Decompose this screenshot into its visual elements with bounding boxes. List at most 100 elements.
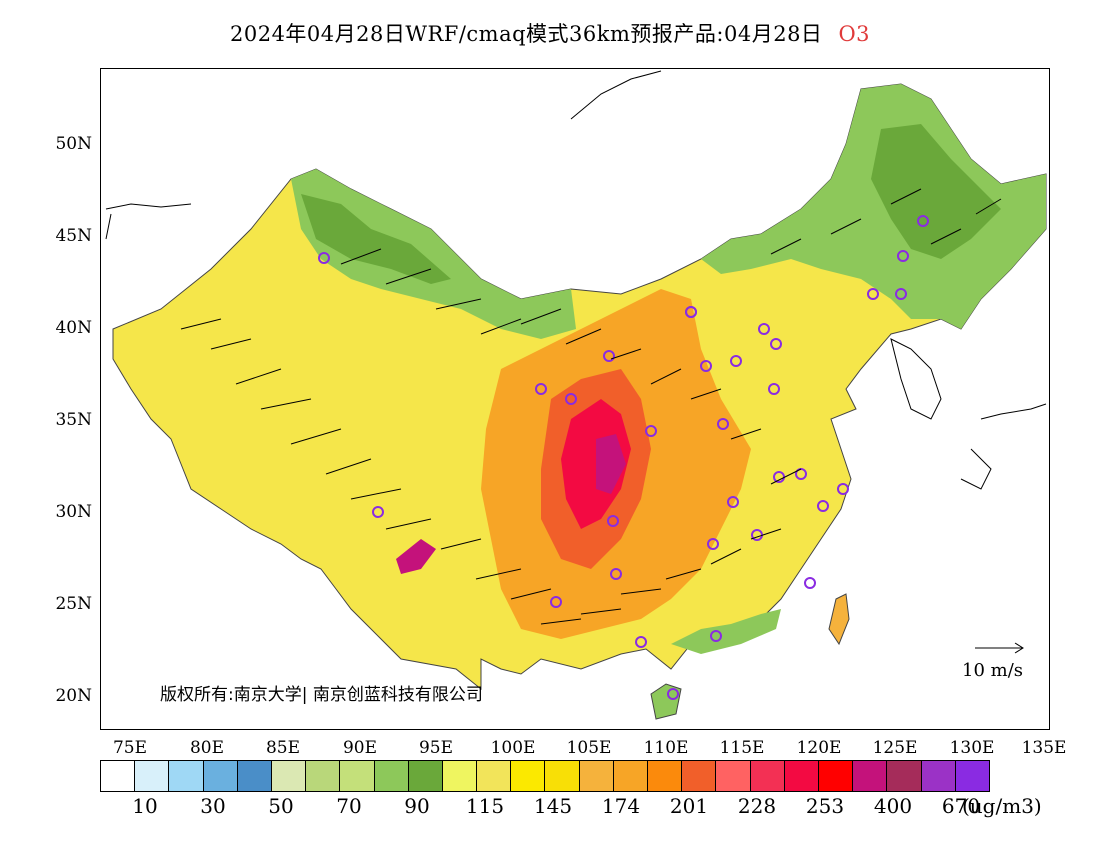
station-marker (372, 506, 384, 518)
lon-label: 85E (265, 738, 301, 758)
lon-label: 120E (796, 738, 842, 758)
color-scale-cell (203, 761, 238, 791)
color-scale-cell (101, 761, 136, 791)
color-scale-cell (887, 761, 922, 791)
map-title: 2024年04月28日WRF/cmaq模式36km预报产品:04月28日 O3 (0, 18, 1100, 48)
scale-tick-label: 201 (669, 794, 709, 818)
station-marker (758, 323, 770, 335)
northeast-low-region (701, 84, 1046, 329)
color-scale-cell (682, 761, 717, 791)
color-scale-cell (648, 761, 683, 791)
color-scale-cell (545, 761, 580, 791)
scale-tick-label: 228 (737, 794, 777, 818)
title-text: 2024年04月28日WRF/cmaq模式36km预报产品:04月28日 (229, 22, 823, 46)
station-marker (837, 483, 849, 495)
lon-label: 115E (719, 738, 765, 758)
lat-label: 50N (55, 134, 92, 154)
lon-label: 95E (418, 738, 454, 758)
station-marker (727, 496, 739, 508)
scale-tick-label: 400 (873, 794, 913, 818)
russia-lake-coastline (570, 70, 662, 120)
lat-label: 35N (55, 410, 92, 430)
station-marker (550, 596, 562, 608)
color-scale-cell (169, 761, 204, 791)
northwest-low-region (291, 169, 576, 339)
sichuan-extreme-region (596, 434, 626, 494)
color-scale-cell (408, 761, 443, 791)
lon-label: 75E (112, 738, 148, 758)
scale-tick-label: 50 (268, 794, 294, 818)
color-scale-cell (716, 761, 751, 791)
station-marker (770, 338, 782, 350)
station-marker (867, 288, 879, 300)
south-coast-low-region (671, 609, 781, 654)
lon-label: 130E (949, 738, 995, 758)
station-marker (897, 250, 909, 262)
lon-label: 110E (643, 738, 689, 758)
station-marker (318, 252, 330, 264)
scale-tick-label: 670 (941, 794, 981, 818)
lon-label: 105E (566, 738, 612, 758)
color-scale-cell (374, 761, 409, 791)
lon-label: 90E (342, 738, 378, 758)
color-scale-cell (955, 761, 989, 791)
scale-tick-label: 90 (404, 794, 430, 818)
station-marker (535, 383, 547, 395)
color-scale-cell (613, 761, 648, 791)
lon-label: 100E (490, 738, 536, 758)
northeast-lower-region (871, 124, 1001, 259)
color-scale-cell (511, 761, 546, 791)
station-marker (645, 425, 657, 437)
scale-tick-label: 145 (533, 794, 573, 818)
scale-tick-label: 115 (465, 794, 505, 818)
color-scale-cell (237, 761, 272, 791)
station-marker (895, 288, 907, 300)
station-marker (917, 215, 929, 227)
station-marker (667, 688, 679, 700)
wind-reference-arrow (975, 642, 1024, 654)
taiwan-island (828, 593, 850, 646)
lon-label: 125E (872, 738, 918, 758)
wind-vectors (180, 188, 1002, 625)
color-scale-cell (784, 761, 819, 791)
scale-tick-label: 10 (132, 794, 158, 818)
species-label: O3 (838, 22, 871, 46)
color-scale-cell (340, 761, 375, 791)
japan-coastline (960, 403, 1047, 490)
color-scale-cell (921, 761, 956, 791)
color-scale-cell (306, 761, 341, 791)
lake-coastline (105, 203, 192, 240)
korea-coastline (890, 338, 942, 420)
color-scale-cell (271, 761, 307, 791)
color-scale-cell (750, 761, 785, 791)
northwest-lower-region (301, 194, 451, 284)
color-scale-cell (135, 761, 170, 791)
station-marker (635, 636, 647, 648)
station-marker (730, 355, 742, 367)
wind-reference-label: 10 m/s (962, 660, 1023, 681)
color-scale-cell (853, 761, 888, 791)
lat-label: 45N (55, 226, 92, 246)
station-marker (610, 568, 622, 580)
lat-label: 30N (55, 502, 92, 522)
color-scale-cell (818, 761, 854, 791)
station-marker (710, 630, 722, 642)
color-scale-cell (442, 761, 478, 791)
ozone-map (105, 70, 1047, 720)
copyright-text: 版权所有:南京大学| 南京创蓝科技有限公司 (160, 685, 483, 705)
station-marker (707, 538, 719, 550)
hainan-island (650, 683, 682, 720)
color-scale-cell (579, 761, 614, 791)
color-scale-cell (477, 761, 512, 791)
station-marker (565, 393, 577, 405)
scale-unit-label: (ug/m3) (962, 794, 1042, 818)
station-marker (700, 360, 712, 372)
station-marker (603, 350, 615, 362)
scale-tick-label: 70 (336, 794, 362, 818)
map-panel (100, 68, 1050, 730)
color-scale-bar (100, 760, 990, 792)
station-marker (804, 577, 816, 589)
station-marker (717, 418, 729, 430)
lon-label: 80E (189, 738, 225, 758)
scale-tick-label: 30 (200, 794, 226, 818)
